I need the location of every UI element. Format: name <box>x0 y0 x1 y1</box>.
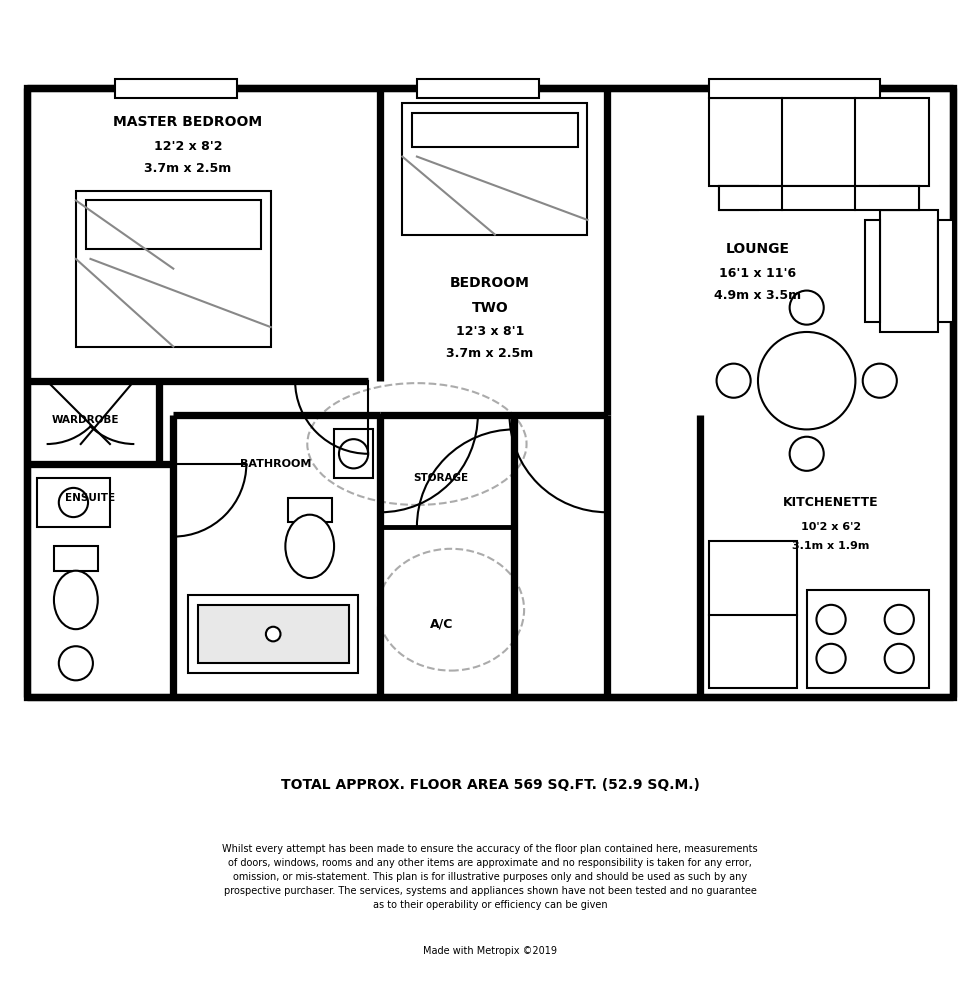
Circle shape <box>758 332 856 429</box>
Bar <box>115 78 236 98</box>
Bar <box>710 98 928 186</box>
Text: 12'3 x 8'1: 12'3 x 8'1 <box>456 326 524 339</box>
Circle shape <box>59 646 93 680</box>
Circle shape <box>885 644 914 673</box>
Text: 4.9m x 3.5m: 4.9m x 3.5m <box>714 288 802 302</box>
Ellipse shape <box>54 571 98 629</box>
Bar <box>807 590 928 687</box>
Bar <box>416 78 539 98</box>
Bar <box>412 113 577 147</box>
Text: BATHROOM: BATHROOM <box>240 458 312 468</box>
Bar <box>938 220 953 323</box>
Text: BEDROOM: BEDROOM <box>450 276 530 290</box>
Text: TWO: TWO <box>471 300 509 315</box>
Circle shape <box>339 439 368 468</box>
Text: 3.7m x 2.5m: 3.7m x 2.5m <box>446 348 534 361</box>
Bar <box>880 210 938 332</box>
Text: 3.7m x 2.5m: 3.7m x 2.5m <box>144 162 231 175</box>
Bar <box>880 186 919 210</box>
Circle shape <box>816 605 846 634</box>
Circle shape <box>59 487 88 518</box>
Text: ENSUITE: ENSUITE <box>66 492 116 502</box>
Text: MASTER BEDROOM: MASTER BEDROOM <box>114 116 263 130</box>
Bar <box>188 595 359 673</box>
Text: TOTAL APPROX. FLOOR AREA 569 SQ.FT. (52.9 SQ.M.): TOTAL APPROX. FLOOR AREA 569 SQ.FT. (52.… <box>280 778 700 792</box>
Bar <box>85 200 261 249</box>
Bar <box>37 478 110 527</box>
Text: Whilst every attempt has been made to ensure the accuracy of the floor plan cont: Whilst every attempt has been made to en… <box>222 843 758 910</box>
Bar <box>710 542 797 687</box>
Circle shape <box>862 364 897 398</box>
Bar <box>719 186 758 210</box>
Text: LOUNGE: LOUNGE <box>726 242 790 256</box>
Text: 3.1m x 1.9m: 3.1m x 1.9m <box>793 542 869 552</box>
Bar <box>288 497 331 522</box>
Text: KITCHENETTE: KITCHENETTE <box>783 496 879 509</box>
Circle shape <box>885 605 914 634</box>
Circle shape <box>266 627 280 641</box>
Ellipse shape <box>285 515 334 578</box>
Circle shape <box>816 644 846 673</box>
Bar <box>865 220 880 323</box>
Text: A/C: A/C <box>429 618 453 631</box>
Bar <box>54 547 98 571</box>
Circle shape <box>790 437 824 470</box>
Circle shape <box>790 290 824 325</box>
Bar <box>27 88 953 697</box>
Text: Made with Metropix ©2019: Made with Metropix ©2019 <box>423 946 557 956</box>
Text: 12'2 x 8'2: 12'2 x 8'2 <box>154 141 222 154</box>
Bar <box>334 429 373 478</box>
Text: STORAGE: STORAGE <box>414 473 468 483</box>
Bar <box>710 78 880 98</box>
Bar <box>719 186 919 210</box>
Bar <box>403 103 587 234</box>
Text: 10'2 x 6'2: 10'2 x 6'2 <box>801 522 861 532</box>
Bar <box>75 191 270 347</box>
Bar <box>198 605 349 663</box>
Circle shape <box>716 364 751 398</box>
Text: WARDROBE: WARDROBE <box>52 415 120 425</box>
Text: 16'1 x 11'6: 16'1 x 11'6 <box>719 267 797 280</box>
